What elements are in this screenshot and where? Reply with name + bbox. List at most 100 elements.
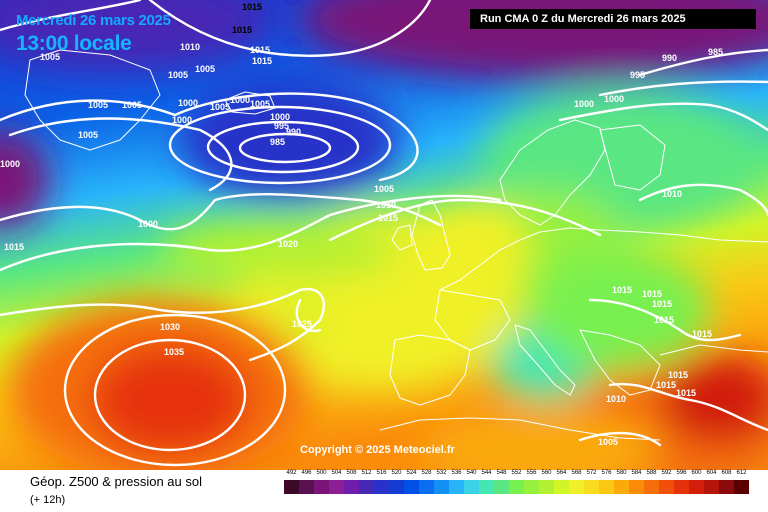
isobars bbox=[0, 0, 768, 465]
color-scale-swatch bbox=[719, 480, 734, 494]
color-scale-tick: 516 bbox=[376, 470, 387, 476]
isobar-label: 1000 bbox=[270, 112, 290, 122]
isobar-label: 1015 bbox=[378, 213, 398, 223]
color-scale-tick: 504 bbox=[331, 470, 342, 476]
color-scale-swatch bbox=[644, 480, 659, 494]
color-scale-tick: 540 bbox=[466, 470, 477, 476]
color-scale-tick: 500 bbox=[316, 470, 327, 476]
color-scale-swatch bbox=[479, 480, 494, 494]
color-scale-swatch bbox=[554, 480, 569, 494]
legend-footer: Géop. Z500 & pression au sol (+ 12h) 492… bbox=[0, 470, 768, 512]
isobar-label: 1015 bbox=[654, 315, 674, 325]
color-scale-swatch bbox=[404, 480, 419, 494]
color-scale-swatch bbox=[314, 480, 329, 494]
color-scale-tick: 560 bbox=[541, 470, 552, 476]
isobar-label: 1000 bbox=[138, 219, 158, 229]
isobar-label: 1005 bbox=[122, 100, 142, 110]
isobar-label: 1015 bbox=[612, 285, 632, 295]
color-scale-swatch bbox=[704, 480, 719, 494]
color-scale-swatch bbox=[524, 480, 539, 494]
color-scale-tick: 532 bbox=[436, 470, 447, 476]
color-scale-tick: 520 bbox=[391, 470, 402, 476]
isobar-label: 1015 bbox=[642, 289, 662, 299]
color-scale-swatch bbox=[569, 480, 584, 494]
color-scale-swatch bbox=[494, 480, 509, 494]
color-scale-tick: 548 bbox=[496, 470, 507, 476]
isobar-label: 1010 bbox=[606, 394, 626, 404]
color-scale-tick: 496 bbox=[301, 470, 312, 476]
color-scale-tick: 576 bbox=[601, 470, 612, 476]
forecast-time: 13:00 locale bbox=[16, 32, 132, 55]
isobar-label: 995 bbox=[630, 70, 645, 80]
isobar-label: 1005 bbox=[88, 100, 108, 110]
color-scale-tick: 584 bbox=[631, 470, 642, 476]
isobar-label: 1010 bbox=[662, 189, 682, 199]
isobar-labels: 1015 1015 1005 1010 1015 1015 1005 1005 … bbox=[0, 2, 723, 447]
isobar-label: 1015 bbox=[232, 25, 252, 35]
color-scale-tick: 580 bbox=[616, 470, 627, 476]
color-scale-tick: 556 bbox=[526, 470, 537, 476]
color-scale-swatch bbox=[284, 480, 299, 494]
color-scale-tick: 564 bbox=[556, 470, 567, 476]
color-scale-tick: 608 bbox=[721, 470, 732, 476]
isobar-label: 1005 bbox=[250, 99, 270, 109]
isobar-label: 1015 bbox=[4, 242, 24, 252]
isobar-label: 1015 bbox=[242, 2, 262, 12]
color-scale-swatch bbox=[689, 480, 704, 494]
color-scale-swatch bbox=[539, 480, 554, 494]
color-scale-swatch bbox=[674, 480, 689, 494]
color-scale-tick: 524 bbox=[406, 470, 417, 476]
isobar-label: 1015 bbox=[656, 380, 676, 390]
isobar-label: 1010 bbox=[180, 42, 200, 52]
color-scale-tick: 508 bbox=[346, 470, 357, 476]
color-scale-swatch bbox=[464, 480, 479, 494]
isobar-label: 1005 bbox=[195, 64, 215, 74]
color-scale-swatch bbox=[419, 480, 434, 494]
forecast-date: Mercredi 26 mars 2025 bbox=[16, 12, 171, 29]
color-scale-tick: 512 bbox=[361, 470, 372, 476]
map-canvas: 1015 1015 1005 1010 1015 1015 1005 1005 … bbox=[0, 0, 768, 470]
isobar-label: 985 bbox=[270, 137, 285, 147]
color-scale-swatch bbox=[614, 480, 629, 494]
isobar-label: 1015 bbox=[692, 329, 712, 339]
color-scale-swatch bbox=[599, 480, 614, 494]
copyright-notice: Copyright © 2025 Meteociel.fr bbox=[300, 444, 455, 456]
isobar-label: 1015 bbox=[252, 56, 272, 66]
isobar-label: 1000 bbox=[604, 94, 624, 104]
color-scale-swatch bbox=[299, 480, 314, 494]
color-scale-tick: 544 bbox=[481, 470, 492, 476]
color-scale-swatch bbox=[344, 480, 359, 494]
isobar-label: 1010 bbox=[376, 200, 396, 210]
color-scale-swatch bbox=[629, 480, 644, 494]
isobar-label: 990 bbox=[286, 127, 301, 137]
color-scale-swatch bbox=[449, 480, 464, 494]
isobar-label: 1025 bbox=[292, 319, 312, 329]
color-scale-swatch bbox=[509, 480, 524, 494]
color-scale-tick: 572 bbox=[586, 470, 597, 476]
isobar-label: 995 bbox=[274, 121, 289, 131]
isobar-label: 1000 bbox=[172, 115, 192, 125]
color-scale-tick: 604 bbox=[706, 470, 717, 476]
isobar-label: 1000 bbox=[178, 98, 198, 108]
isobar-label: 1005 bbox=[210, 102, 230, 112]
color-scale-tick: 596 bbox=[676, 470, 687, 476]
color-scale-tick: 600 bbox=[691, 470, 702, 476]
isobar-label: 1020 bbox=[278, 239, 298, 249]
color-scale-tick: 536 bbox=[451, 470, 462, 476]
color-scale-tick: 492 bbox=[286, 470, 297, 476]
color-scale-swatch bbox=[434, 480, 449, 494]
coastlines bbox=[24, 49, 768, 441]
isobar-label: 1005 bbox=[374, 184, 394, 194]
color-scale-tick: 552 bbox=[511, 470, 522, 476]
isobar-label: 1015 bbox=[250, 45, 270, 55]
color-scale-swatch bbox=[659, 480, 674, 494]
color-scale-tick: 592 bbox=[661, 470, 672, 476]
model-run-label: Run CMA 0 Z du Mercredi 26 mars 2025 bbox=[470, 9, 756, 29]
color-scale-swatch bbox=[389, 480, 404, 494]
weather-map: 1015 1015 1005 1010 1015 1015 1005 1005 … bbox=[0, 0, 768, 470]
isobar-label: 1005 bbox=[78, 130, 98, 140]
isobar-label: 1005 bbox=[40, 52, 60, 62]
isobar-label: 1005 bbox=[168, 70, 188, 80]
color-scale-tick: 528 bbox=[421, 470, 432, 476]
isobar-label: 1005 bbox=[598, 437, 618, 447]
